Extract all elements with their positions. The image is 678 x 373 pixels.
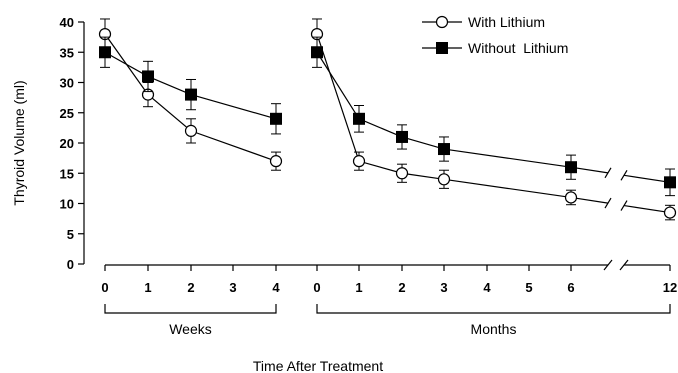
axis-break-mark <box>603 259 613 271</box>
marker-filled-square <box>438 143 450 156</box>
panel-label-weeks: Weeks <box>169 321 212 337</box>
marker-filled-square <box>436 42 448 54</box>
marker-open-circle <box>184 124 198 137</box>
series-break-mark <box>604 197 612 209</box>
marker-filled-square <box>396 130 408 143</box>
x-tick-label: 0 <box>313 280 320 295</box>
marker-filled-square <box>664 176 676 189</box>
x-tick-label: 2 <box>398 280 405 295</box>
x-tick-label: 1 <box>144 280 151 295</box>
marker-filled-square <box>311 46 323 59</box>
marker-filled-square <box>185 88 197 101</box>
x-tick-label: 4 <box>272 280 280 295</box>
months-bracket <box>316 304 671 314</box>
marker-open-circle <box>435 15 449 29</box>
y-tick-label: 20 <box>60 136 74 151</box>
x-tick-label: 5 <box>525 280 532 295</box>
marker-filled-square <box>142 70 154 83</box>
x-tick-label: 2 <box>187 280 194 295</box>
y-tick-label: 0 <box>67 257 74 272</box>
series-break-mark <box>620 169 628 181</box>
y-tick-label: 25 <box>60 106 74 121</box>
x-tick-label: 12 <box>663 280 677 295</box>
y-tick-label: 5 <box>67 227 74 242</box>
marker-open-circle <box>663 206 677 219</box>
legend <box>422 15 462 54</box>
legend-label-without-lithium: Without Lithium <box>468 40 568 56</box>
y-tick-label: 35 <box>60 45 74 60</box>
x-tick-label: 3 <box>229 280 236 295</box>
x-tick-label: 1 <box>355 280 362 295</box>
axis-break-mark <box>619 259 629 271</box>
y-tick-label: 30 <box>60 76 74 91</box>
series-without-lithium <box>99 36 676 197</box>
x-tick-label: 6 <box>567 280 574 295</box>
series-line-months-post-break <box>623 204 671 214</box>
y-tick-label: 40 <box>60 15 74 30</box>
panel-label-months: Months <box>471 321 517 337</box>
series-break-mark <box>604 167 612 179</box>
marker-open-circle <box>564 191 578 204</box>
series-line-weeks <box>104 51 277 120</box>
series-with-lithium <box>98 18 677 221</box>
series-line-months-post-break <box>623 174 671 183</box>
series-layer <box>98 18 677 221</box>
x-tick-label: 4 <box>483 280 491 295</box>
marker-open-circle <box>437 173 451 186</box>
marker-filled-square <box>353 112 365 125</box>
y-tick-label: 15 <box>60 166 74 181</box>
series-line-months-pre-break <box>570 166 609 174</box>
marker-filled-square <box>565 161 577 174</box>
y-tick-label: 10 <box>60 197 74 212</box>
marker-open-circle <box>269 155 283 168</box>
series-break-mark <box>620 200 628 211</box>
marker-filled-square <box>99 46 111 59</box>
marker-open-circle <box>395 167 409 180</box>
legend-label-with-lithium: With Lithium <box>468 14 545 30</box>
marker-filled-square <box>270 112 282 125</box>
x-tick-label: 0 <box>101 280 108 295</box>
weeks-bracket <box>104 304 277 314</box>
x-tick-label: 3 <box>440 280 447 295</box>
series-line-months-pre-break <box>570 196 609 204</box>
y-axis-label: Thyroid Volume (ml) <box>11 80 27 205</box>
x-axis-label: Time After Treatment <box>253 358 383 373</box>
marker-open-circle <box>352 155 366 168</box>
